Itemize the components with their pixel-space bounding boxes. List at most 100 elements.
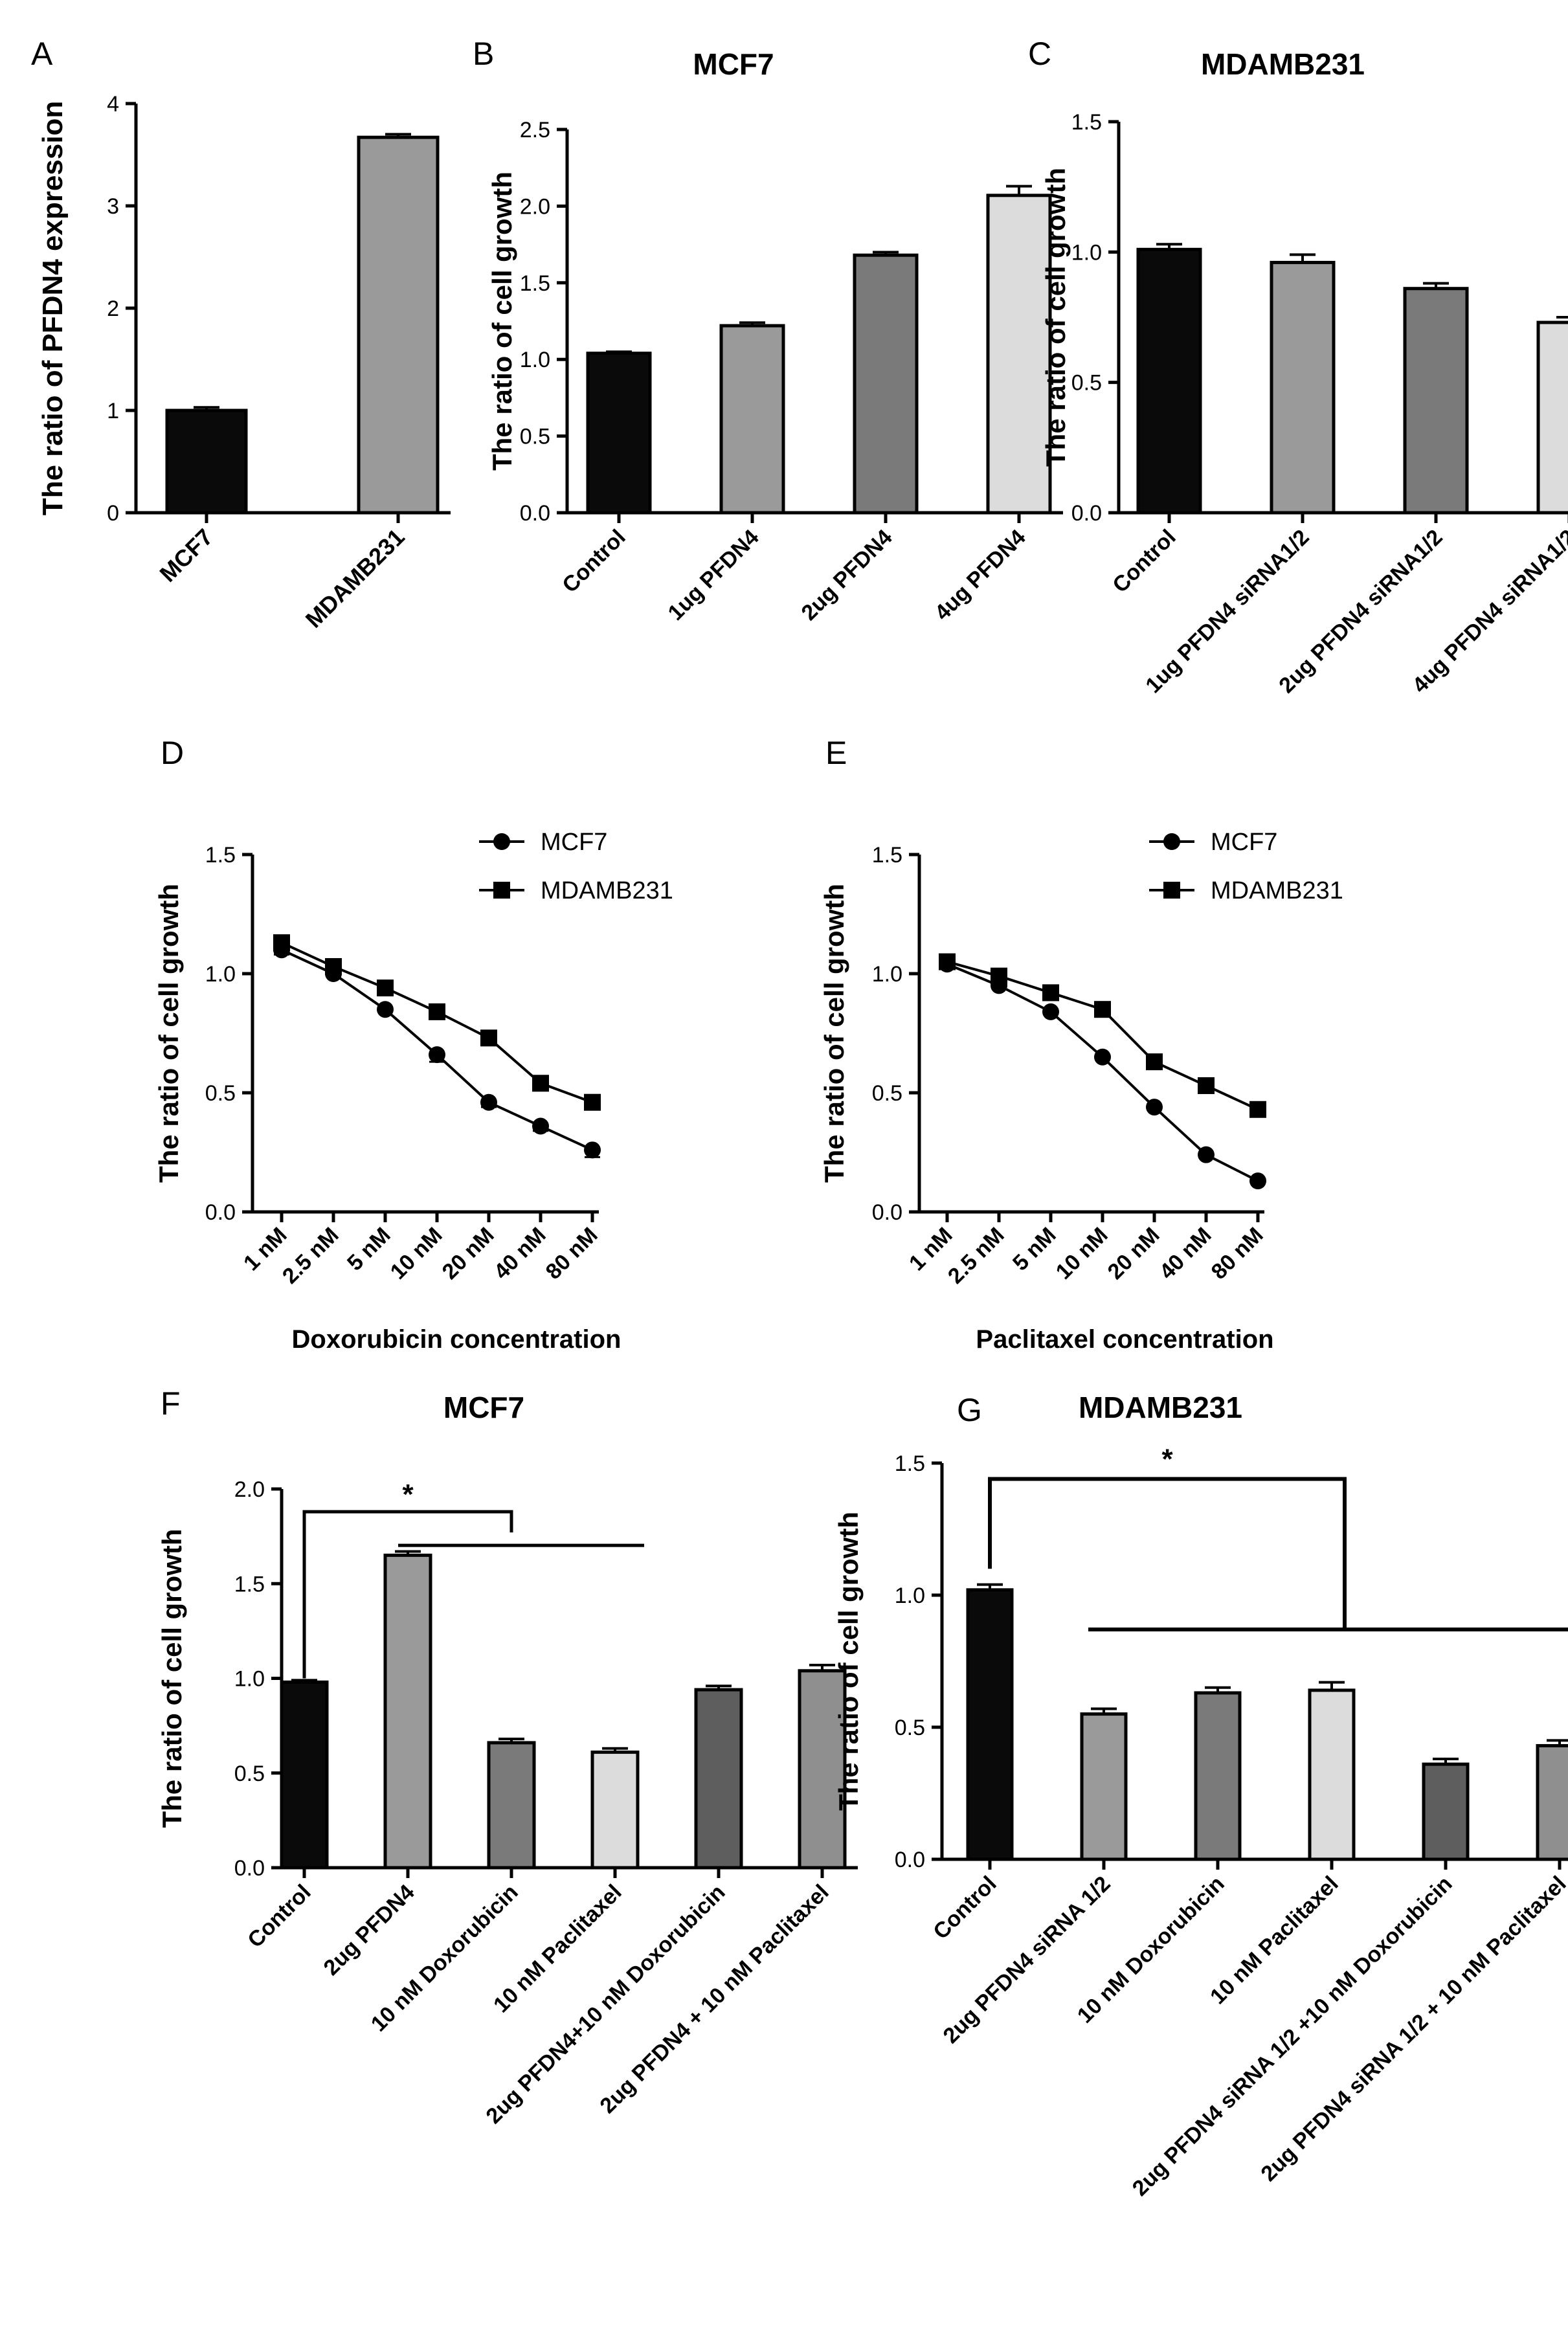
bar xyxy=(986,194,1052,515)
bar xyxy=(1403,287,1469,515)
x-axis-label: Doxorubicin concentration xyxy=(292,1325,622,1354)
significance-star: * xyxy=(402,1479,414,1510)
y-tick-label: 0 xyxy=(107,501,119,526)
y-tick-label: 0.5 xyxy=(895,1716,925,1740)
y-tick-label: 0.0 xyxy=(234,1856,265,1881)
y-tick-label: 0.5 xyxy=(520,425,550,449)
y-axis-label: The ratio of cell growth xyxy=(819,884,849,1183)
bar xyxy=(1136,247,1202,515)
x-tick-label: 2ug PFDN4 + 10 nM Paclitaxel xyxy=(595,1880,833,2118)
y-tick-label: 0.5 xyxy=(872,1081,902,1106)
x-tick-label: Control xyxy=(928,1872,1001,1944)
panel-letter-e: E xyxy=(825,735,847,771)
legend-marker xyxy=(493,882,510,899)
chart-panel-f: MCF7 0.0 0.5 1.0 1.5 2.0 The ratio of cell gro… xyxy=(157,1391,858,2129)
y-axis-label: The ratio of cell growth xyxy=(1040,168,1071,467)
data-point xyxy=(1042,984,1059,1002)
y-tick-label: 1.0 xyxy=(872,962,902,987)
y-axis-label: The ratio of cell growth xyxy=(487,172,517,471)
x-tick-label: 2.5 nM xyxy=(943,1223,1009,1289)
data-point xyxy=(377,1001,394,1018)
data-point xyxy=(1198,1146,1215,1163)
bar xyxy=(280,1680,329,1870)
data-point xyxy=(991,967,1007,985)
bar xyxy=(487,1741,536,1870)
x-tick-label: 2ug PFDN4 xyxy=(797,525,897,625)
y-tick-label: 0.0 xyxy=(872,1200,902,1225)
y-tick-label: 1.0 xyxy=(205,962,236,987)
data-point xyxy=(429,1046,445,1064)
bar xyxy=(586,352,652,515)
data-point xyxy=(480,1029,497,1047)
bar xyxy=(966,1588,1014,1861)
chart-panel-g: MDAMB231 0.0 0.5 1.0 1.5 The ratio of cell gr… xyxy=(833,1391,1568,2201)
panel-letter-b: B xyxy=(473,36,494,72)
x-tick-label: 80 nM xyxy=(1207,1223,1268,1284)
x-tick-label: 40 nM xyxy=(489,1223,551,1284)
bar xyxy=(383,1553,432,1870)
data-point xyxy=(325,957,342,975)
legend-label: MCF7 xyxy=(541,829,607,856)
bar xyxy=(1194,1691,1242,1861)
chart-title: MDAMB231 xyxy=(1079,1391,1242,1424)
data-point xyxy=(532,1075,549,1092)
panel-letter-g: G xyxy=(957,1392,982,1428)
legend-marker xyxy=(1163,882,1180,899)
data-point xyxy=(429,1003,445,1020)
y-tick-label: 1.0 xyxy=(234,1667,265,1692)
x-tick-label: 1ug PFDN4 xyxy=(664,525,764,625)
x-tick-label: MDAMB231 xyxy=(300,524,410,633)
bar xyxy=(357,135,440,515)
x-tick-label: 40 nM xyxy=(1155,1223,1216,1284)
y-tick-label: 1.0 xyxy=(1071,240,1102,265)
data-point xyxy=(584,1141,601,1159)
y-tick-label: 4 xyxy=(107,92,119,117)
data-point xyxy=(480,1093,497,1111)
panel-letter-c: C xyxy=(1028,36,1051,72)
x-tick-label: 20 nM xyxy=(438,1223,499,1284)
y-tick-label: 0.5 xyxy=(234,1762,265,1786)
bar xyxy=(1536,1744,1568,1861)
bar xyxy=(590,1751,640,1870)
y-axis-label: The ratio of cell growth xyxy=(157,1528,187,1828)
data-point xyxy=(532,1117,549,1135)
legend-label: MDAMB231 xyxy=(541,877,673,904)
data-point xyxy=(1146,1099,1163,1116)
significance-star: * xyxy=(1161,1443,1173,1475)
x-tick-label: Control xyxy=(557,525,630,598)
y-tick-label: 2 xyxy=(107,297,119,321)
y-tick-label: 1.5 xyxy=(1071,110,1102,135)
data-point xyxy=(1094,1048,1111,1066)
y-tick-label: 0.0 xyxy=(1071,501,1102,526)
y-tick-label: 2.5 xyxy=(520,118,550,142)
legend-label: MDAMB231 xyxy=(1211,877,1343,904)
bar xyxy=(719,324,785,515)
x-axis-label: Paclitaxel concentration xyxy=(976,1325,1273,1354)
chart-panel-a: 0 1 2 3 4 The ratio of PFDN4 expression MCF7 MD… xyxy=(37,92,451,633)
y-axis-label: The ratio of cell growth xyxy=(153,884,184,1183)
data-point xyxy=(1146,1053,1163,1071)
y-tick-label: 3 xyxy=(107,194,119,219)
y-tick-label: 0.0 xyxy=(895,1848,925,1872)
data-point xyxy=(1249,1101,1266,1118)
data-point xyxy=(273,934,290,952)
y-tick-label: 0.0 xyxy=(205,1200,236,1225)
y-axis-label: The ratio of cell growth xyxy=(833,1512,864,1811)
x-tick-label: 10 nM xyxy=(1051,1223,1113,1284)
bar xyxy=(694,1688,743,1870)
y-tick-label: 1.0 xyxy=(520,348,550,372)
y-tick-label: 0.5 xyxy=(1071,371,1102,396)
data-point xyxy=(1042,1003,1059,1020)
y-tick-label: 1.5 xyxy=(205,843,236,867)
data-point xyxy=(939,953,956,970)
y-tick-label: 1.5 xyxy=(895,1451,925,1476)
y-tick-label: 0.0 xyxy=(520,501,550,526)
x-tick-label: MCF7 xyxy=(154,524,218,587)
data-point xyxy=(1249,1172,1266,1190)
y-tick-label: 1 xyxy=(107,399,119,423)
chart-title: MCF7 xyxy=(693,47,774,81)
panel-letter-d: D xyxy=(161,735,184,771)
